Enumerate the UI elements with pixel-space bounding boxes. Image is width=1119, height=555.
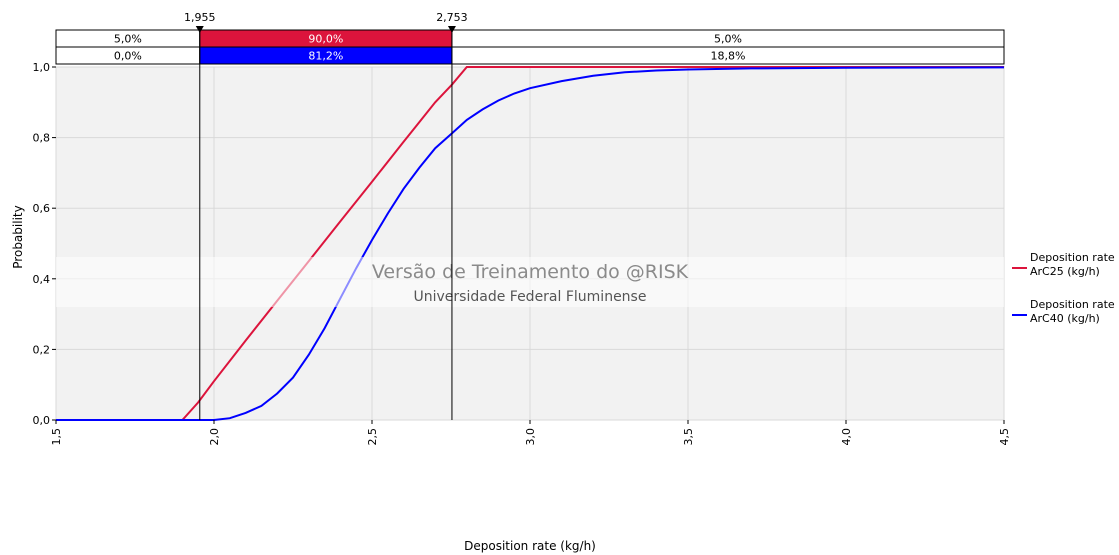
y-tick-label: 0,8 [33, 132, 51, 145]
y-axis-label: Probability [11, 205, 25, 268]
y-tick-label: 0,2 [33, 343, 51, 356]
marker-triangle [195, 26, 204, 33]
band-segment-label: 90,0% [308, 33, 343, 46]
legend-label-line-2: ArC25 (kg/h) [1030, 265, 1100, 278]
band-segment-label: 18,8% [710, 50, 745, 63]
series-line-1 [56, 66, 1004, 421]
series-line-2 [56, 66, 1005, 421]
legend-label-line-1: Deposition rate [1030, 251, 1115, 264]
x-tick-label: 2,5 [366, 428, 379, 446]
y-tick-label: 0,4 [33, 273, 51, 286]
x-tick-label: 4,0 [840, 428, 853, 446]
band-segment-label: 81,2% [308, 50, 343, 63]
x-tick-label: 3,5 [682, 428, 695, 446]
marker-label: 2,753 [436, 11, 468, 24]
y-tick-label: 0,6 [33, 202, 51, 215]
y-tick-label: 0,0 [33, 414, 51, 427]
band-segment-label: 0,0% [114, 50, 142, 63]
marker-triangle [447, 26, 456, 33]
x-axis-label: Deposition rate (kg/h) [464, 539, 596, 553]
probability-bands: 5,0% 90,0% 5,0% 0,0% 81,2% 18,8% [55, 29, 1005, 65]
axes: 1,5 2,0 2,5 3,0 3,5 4,0 4,5 0,0 0,2 0,4 0,6 0,8 1,0 [33, 61, 1012, 446]
watermark-line-2: Universidade Federal Fluminense [414, 289, 647, 305]
watermark-line-1: Versão de Treinamento do @RISK [372, 261, 689, 283]
watermark-band [56, 257, 1004, 307]
y-tick-label: 1,0 [33, 61, 51, 74]
x-tick-label: 4,5 [998, 428, 1011, 446]
watermark: Versão de Treinamento do @RISK Universid… [56, 257, 1004, 307]
band-segment-label: 5,0% [714, 33, 742, 46]
series-lines [56, 66, 1005, 421]
x-tick-label: 3,0 [524, 428, 537, 446]
legend-label-line-1: Deposition rate [1030, 298, 1115, 311]
legend-label-line-2: ArC40 (kg/h) [1030, 312, 1100, 325]
marker-label: 1,955 [184, 11, 216, 24]
x-tick-label: 1,5 [50, 428, 63, 446]
x-tick-label: 2,0 [208, 428, 221, 446]
band-segment-label: 5,0% [114, 33, 142, 46]
marker-lines: 1,955 2,753 [184, 11, 468, 420]
